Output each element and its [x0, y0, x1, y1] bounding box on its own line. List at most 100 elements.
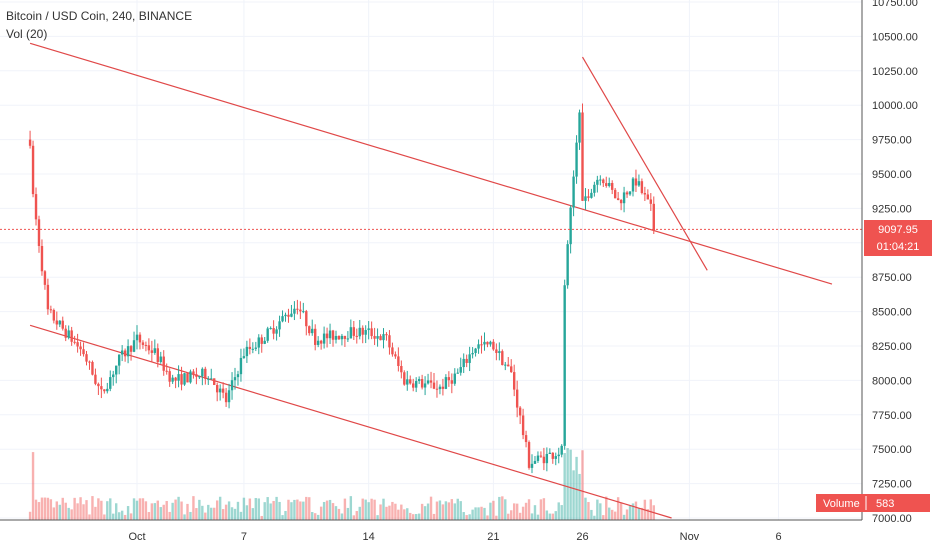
candle-body	[275, 329, 278, 334]
candle-body	[236, 374, 240, 378]
y-tick-label: 9250.00	[872, 203, 912, 215]
candle-body	[572, 176, 575, 208]
volume-bar	[480, 506, 483, 520]
candle-body	[524, 435, 528, 443]
volume-bar	[462, 512, 465, 520]
candle-body	[542, 456, 546, 464]
candle-body	[376, 336, 379, 339]
candle-body	[474, 348, 477, 353]
candle-body	[536, 455, 540, 461]
volume-bar	[622, 514, 626, 520]
candle-body	[453, 373, 456, 384]
candle-body	[634, 178, 638, 186]
volume-bar	[599, 503, 602, 520]
candle-body	[492, 341, 495, 350]
candle-body	[106, 388, 109, 392]
volume-bar	[227, 501, 231, 520]
candle-body	[189, 371, 192, 383]
candle-body	[88, 361, 91, 363]
candle-body	[584, 196, 587, 201]
candle-body	[554, 456, 557, 459]
volume-bar	[593, 515, 596, 520]
candle-body	[195, 374, 198, 377]
x-tick-label: Nov	[680, 531, 700, 543]
candle-body	[109, 377, 112, 389]
candle-body	[450, 380, 454, 384]
volume-bar	[28, 511, 32, 520]
grid	[0, 0, 862, 520]
volume-bar	[183, 514, 186, 520]
volume-bar	[468, 514, 471, 520]
volume-bar	[361, 498, 364, 520]
volume-bar	[456, 498, 459, 520]
candle-body	[575, 142, 578, 177]
volume-bar	[447, 502, 451, 520]
volume-bar	[215, 500, 219, 520]
volume-bar	[346, 507, 350, 520]
volume-bar	[251, 508, 255, 520]
volume-bar	[210, 507, 213, 520]
volume-bar	[587, 502, 590, 520]
x-tick-labels: Oct 7 14 21 26 Nov 6	[128, 531, 781, 543]
candle-body	[204, 368, 207, 379]
volume-bar	[67, 507, 70, 520]
trendlines[interactable]	[29, 42, 833, 519]
candle-body	[135, 334, 139, 341]
candle-body	[501, 351, 504, 366]
volume-label: Volume 583	[816, 494, 930, 512]
candle-body	[138, 334, 142, 343]
volume-bar	[584, 497, 587, 520]
candle-body	[120, 350, 124, 355]
candle-body	[545, 453, 549, 464]
y-tick-label: 8500.00	[872, 307, 912, 319]
volume-bar	[337, 508, 341, 520]
volume-bar	[144, 501, 148, 520]
candle-body	[141, 342, 145, 345]
candle-body	[266, 328, 269, 341]
candle-body	[248, 346, 252, 349]
volume-bar	[112, 513, 115, 520]
volume-bar	[515, 503, 519, 520]
candle-body	[213, 378, 216, 385]
volume-bar	[414, 514, 418, 520]
trendline	[581, 56, 708, 271]
candle-body	[328, 330, 332, 339]
volume-bar	[34, 499, 38, 520]
candle-body	[91, 361, 94, 375]
volume-bar	[551, 513, 554, 520]
volume-bar	[364, 499, 367, 520]
volume-bar	[382, 498, 385, 520]
candle-body	[423, 383, 427, 388]
candle-body	[290, 313, 293, 317]
price-label-bg	[864, 220, 932, 256]
candle-body	[622, 192, 626, 204]
candle-body	[566, 244, 569, 286]
volume-bar	[420, 503, 424, 520]
candle-body	[512, 372, 516, 390]
volume-bar	[426, 503, 430, 520]
candle-body	[284, 314, 287, 317]
volume-bar	[412, 514, 415, 520]
candle-body	[352, 327, 356, 336]
volume-bar	[85, 500, 88, 520]
candle-body	[507, 364, 510, 367]
candle-body	[477, 344, 480, 349]
candle-body	[221, 388, 225, 393]
volume-label-bg	[816, 494, 930, 512]
candle-body	[444, 377, 448, 389]
candle-body	[364, 330, 367, 335]
candle-body	[251, 348, 255, 350]
candle-body	[340, 335, 344, 340]
volume-bar	[545, 510, 549, 520]
volume-bar	[248, 498, 252, 520]
volume-bar	[518, 512, 522, 520]
candle-body	[126, 346, 130, 357]
candle-body	[269, 328, 272, 330]
candle-body	[438, 386, 442, 390]
candle-body	[210, 378, 213, 380]
volume-bar	[177, 496, 180, 520]
candle-body	[58, 320, 61, 325]
candle-body	[201, 368, 204, 377]
volume-bar	[117, 512, 121, 520]
